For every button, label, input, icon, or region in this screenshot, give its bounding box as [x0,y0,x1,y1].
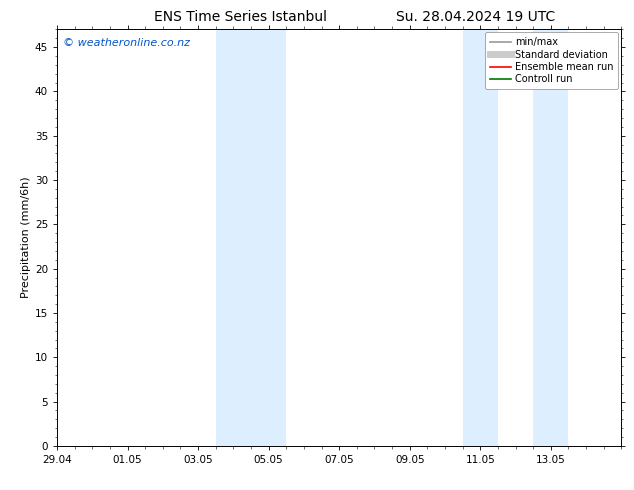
Bar [251,29,287,446]
Bar [463,29,498,446]
Y-axis label: Precipitation (mm/6h): Precipitation (mm/6h) [21,177,30,298]
Text: Su. 28.04.2024 19 UTC: Su. 28.04.2024 19 UTC [396,10,555,24]
Text: ENS Time Series Istanbul: ENS Time Series Istanbul [155,10,327,24]
Bar [533,29,569,446]
Legend: min/max, Standard deviation, Ensemble mean run, Controll run: min/max, Standard deviation, Ensemble me… [485,32,618,89]
Text: © weatheronline.co.nz: © weatheronline.co.nz [63,38,190,48]
Bar [216,29,251,446]
